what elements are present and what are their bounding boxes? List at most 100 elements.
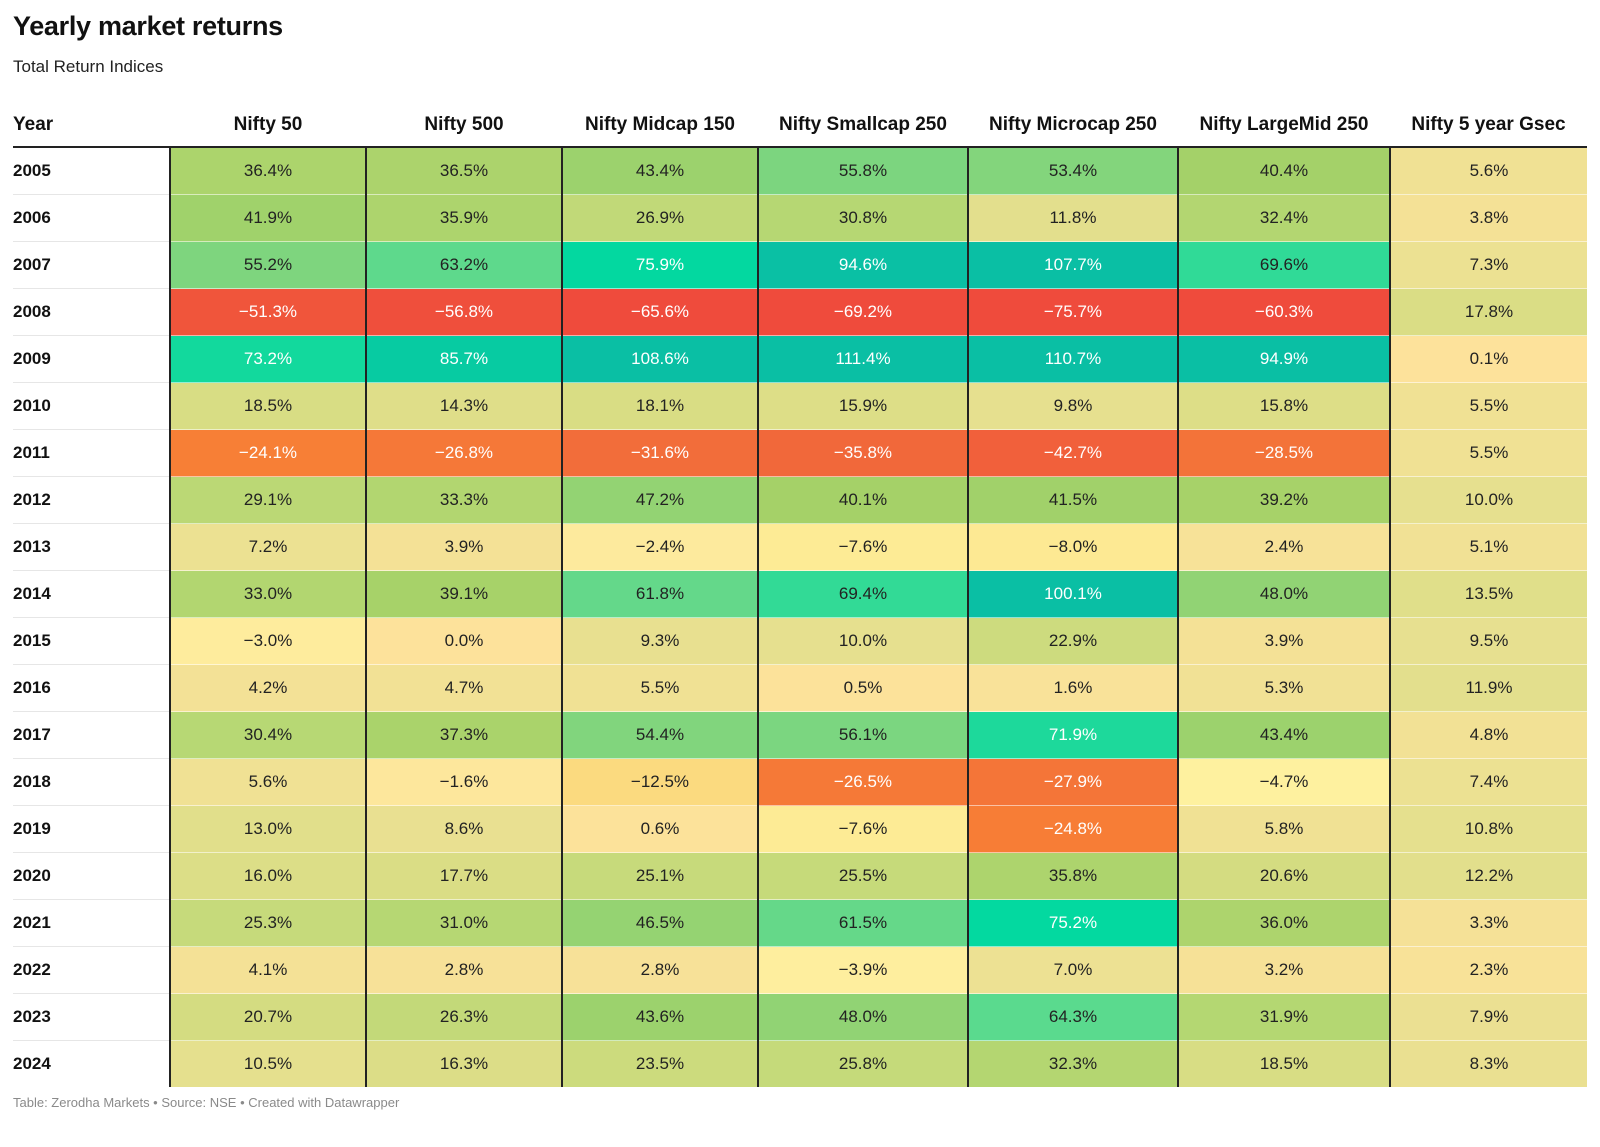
return-cell: 4.7% [366,664,563,712]
return-cell: 75.9% [562,241,759,289]
return-cell: 25.5% [758,852,969,900]
return-cell: 25.8% [758,1040,969,1087]
return-cell: 29.1% [170,476,367,524]
table-row: 2011 −24.1% −26.8% −31.6% −35.8% −42.7% −28.5%… [13,429,1587,477]
return-cell: 3.3% [1390,899,1587,947]
return-cell: 3.9% [1178,617,1391,665]
return-cell: 85.7% [366,335,563,383]
return-cell: 5.6% [170,758,367,806]
year-cell: 2005 [13,147,171,195]
return-cell: 10.0% [758,617,969,665]
return-cell: −24.1% [170,429,367,477]
return-cell: 31.0% [366,899,563,947]
return-cell: 39.2% [1178,476,1391,524]
return-cell: 3.2% [1178,946,1391,994]
return-cell: 16.0% [170,852,367,900]
return-cell: 69.4% [758,570,969,618]
return-cell: 13.0% [170,805,367,853]
table-row: 2010 18.5% 14.3% 18.1% 15.9% 9.8% 15.8% 5.5% [13,382,1587,430]
year-cell: 2007 [13,241,171,289]
return-cell: 43.4% [562,147,759,195]
column-header[interactable]: Nifty 5 year Gsec [1390,104,1587,148]
return-cell: −26.8% [366,429,563,477]
return-cell: 10.8% [1390,805,1587,853]
return-cell: 94.6% [758,241,969,289]
return-cell: 35.8% [968,852,1179,900]
return-cell: 40.4% [1178,147,1391,195]
year-cell: 2012 [13,476,171,524]
column-header[interactable]: Nifty 50 [170,104,366,148]
table-row: 2008 −51.3% −56.8% −65.6% −69.2% −75.7% −60.3%… [13,288,1587,336]
return-cell: 9.5% [1390,617,1587,665]
return-cell: 61.8% [562,570,759,618]
table-row: 2019 13.0% 8.6% 0.6% −7.6% −24.8% 5.8% 10.8% [13,805,1587,853]
return-cell: 61.5% [758,899,969,947]
year-cell: 2014 [13,570,171,618]
return-cell: 10.5% [170,1040,367,1087]
chart-title: Yearly market returns [13,11,283,41]
table-row: 2020 16.0% 17.7% 25.1% 25.5% 35.8% 20.6% 12.2% [13,852,1587,900]
table-row: 2024 10.5% 16.3% 23.5% 25.8% 32.3% 18.5% 8.3% [13,1040,1587,1087]
return-cell: 15.8% [1178,382,1391,430]
year-cell: 2015 [13,617,171,665]
return-cell: 9.8% [968,382,1179,430]
return-cell: 36.0% [1178,899,1391,947]
return-cell: 33.0% [170,570,367,618]
return-cell: 55.2% [170,241,367,289]
column-header[interactable]: Nifty Smallcap 250 [758,104,968,148]
return-cell: 5.5% [562,664,759,712]
return-cell: 110.7% [968,335,1179,383]
year-cell: 2006 [13,194,171,242]
return-cell: 43.6% [562,993,759,1041]
return-cell: 55.8% [758,147,969,195]
year-cell: 2009 [13,335,171,383]
return-cell: 1.6% [968,664,1179,712]
return-cell: −42.7% [968,429,1179,477]
return-cell: −35.8% [758,429,969,477]
table-row: 2018 5.6% −1.6% −12.5% −26.5% −27.9% −4.7% 7.4% [13,758,1587,806]
return-cell: 3.9% [366,523,563,571]
return-cell: −1.6% [366,758,563,806]
return-cell: −7.6% [758,523,969,571]
column-header[interactable]: Nifty LargeMid 250 [1178,104,1390,148]
return-cell: 73.2% [170,335,367,383]
return-cell: 54.4% [562,711,759,759]
column-header[interactable]: Nifty Midcap 150 [562,104,758,148]
return-cell: 0.6% [562,805,759,853]
return-cell: 7.0% [968,946,1179,994]
return-cell: 5.1% [1390,523,1587,571]
return-cell: 12.2% [1390,852,1587,900]
table-row: 2015 −3.0% 0.0% 9.3% 10.0% 22.9% 3.9% 9.5% [13,617,1587,665]
return-cell: 11.9% [1390,664,1587,712]
return-cell: 41.9% [170,194,367,242]
return-cell: 8.6% [366,805,563,853]
table-row: 2009 73.2% 85.7% 108.6% 111.4% 110.7% 94.9% 0.1… [13,335,1587,383]
return-cell: 43.4% [1178,711,1391,759]
return-cell: −3.0% [170,617,367,665]
return-cell: −26.5% [758,758,969,806]
year-cell: 2021 [13,899,171,947]
table-row: 2006 41.9% 35.9% 26.9% 30.8% 11.8% 32.4% 3.8% [13,194,1587,242]
return-cell: 31.9% [1178,993,1391,1041]
return-cell: 39.1% [366,570,563,618]
return-cell: 18.1% [562,382,759,430]
year-cell: 2020 [13,852,171,900]
return-cell: 14.3% [366,382,563,430]
return-cell: 30.8% [758,194,969,242]
column-header-year[interactable]: Year [13,104,170,148]
return-cell: 16.3% [366,1040,563,1087]
return-cell: −65.6% [562,288,759,336]
return-cell: 18.5% [170,382,367,430]
year-cell: 2024 [13,1040,171,1087]
return-cell: −60.3% [1178,288,1391,336]
year-cell: 2022 [13,946,171,994]
return-cell: 20.6% [1178,852,1391,900]
return-cell: 7.9% [1390,993,1587,1041]
column-header[interactable]: Nifty 500 [366,104,562,148]
return-cell: 8.3% [1390,1040,1587,1087]
column-header[interactable]: Nifty Microcap 250 [968,104,1178,148]
year-cell: 2017 [13,711,171,759]
return-cell: 40.1% [758,476,969,524]
return-cell: 4.8% [1390,711,1587,759]
return-cell: 4.1% [170,946,367,994]
